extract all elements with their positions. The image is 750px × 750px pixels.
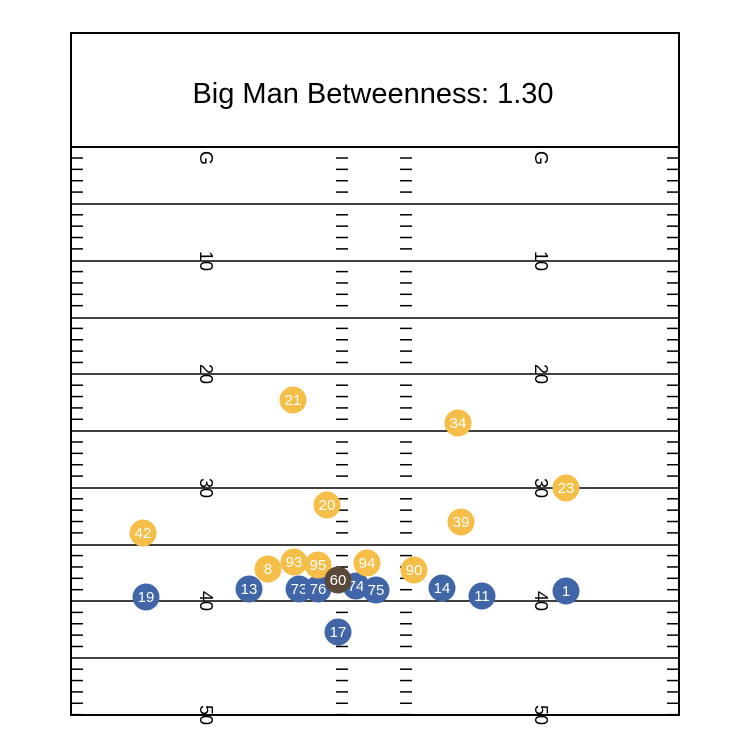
player-marker xyxy=(285,575,313,603)
player-number-label: 39 xyxy=(453,514,470,531)
player-marker xyxy=(280,548,308,576)
player-number-label: 60 xyxy=(330,572,347,589)
defense-player-21: 21 xyxy=(279,386,307,414)
defense-player-39: 39 xyxy=(447,508,475,536)
player-number-label: 95 xyxy=(310,557,327,574)
player-marker xyxy=(468,582,496,610)
player-number-label: 11 xyxy=(474,588,490,605)
player-number-label: 21 xyxy=(285,392,302,409)
player-marker xyxy=(313,491,341,519)
yard-number-20-right: 20 xyxy=(531,364,551,384)
defense-player-93: 93 xyxy=(280,548,308,576)
player-number-label: 75 xyxy=(368,582,385,599)
yard-number-40-left: 40 xyxy=(196,591,216,611)
offense-player-14: 14 xyxy=(428,574,456,602)
player-marker xyxy=(235,575,263,603)
offense-player-13: 13 xyxy=(235,575,263,603)
offense-player-19: 19 xyxy=(132,583,160,611)
player-marker xyxy=(444,409,472,437)
player-number-label: 94 xyxy=(359,555,376,572)
yard-number-10-left: 10 xyxy=(196,251,216,271)
player-marker xyxy=(132,583,160,611)
yard-number-30-left: 30 xyxy=(196,478,216,498)
player-marker xyxy=(324,566,352,594)
ball-player-60: 60 xyxy=(324,566,352,594)
hash-marks xyxy=(71,157,679,716)
defense-player-95: 95 xyxy=(304,551,332,579)
player-number-label: 20 xyxy=(319,497,336,514)
player-number-label: 23 xyxy=(558,480,575,497)
player-number-label: 76 xyxy=(310,581,327,598)
player-number-label: 34 xyxy=(450,415,467,432)
yard-numbers: G G 10 10 20 20 30 30 40 40 50 50 xyxy=(196,151,551,725)
offense-player-75: 75 xyxy=(362,576,390,604)
player-number-label: 8 xyxy=(264,561,272,578)
yard-number-G-right: G xyxy=(531,151,551,165)
player-marker xyxy=(362,576,390,604)
yard-number-G-left: G xyxy=(196,151,216,165)
yard-number-10-right: 10 xyxy=(531,251,551,271)
plot-title: Big Man Betweenness: 1.30 xyxy=(192,78,553,110)
player-number-label: 93 xyxy=(286,554,303,571)
player-number-label: 1 xyxy=(562,583,570,600)
player-marker xyxy=(304,551,332,579)
player-marker xyxy=(447,508,475,536)
player-marker xyxy=(324,618,352,646)
player-number-label: 13 xyxy=(241,581,258,598)
offense-player-11: 11 xyxy=(468,582,496,610)
player-marker xyxy=(254,555,282,583)
player-number-label: 90 xyxy=(406,562,423,579)
yard-number-40-right: 40 xyxy=(531,591,551,611)
player-marker xyxy=(353,549,381,577)
defense-player-23: 23 xyxy=(552,474,580,502)
defense-player-42: 42 xyxy=(129,519,157,547)
defense-player-20: 20 xyxy=(313,491,341,519)
player-marker xyxy=(552,474,580,502)
player-marker xyxy=(428,574,456,602)
player-number-label: 73 xyxy=(291,581,308,598)
offense-player-73: 73 xyxy=(285,575,313,603)
player-marker xyxy=(129,519,157,547)
defense-player-90: 90 xyxy=(400,556,428,584)
player-number-label: 74 xyxy=(348,578,365,595)
player-marker xyxy=(552,577,580,605)
player-marker xyxy=(279,386,307,414)
defense-player-94: 94 xyxy=(353,549,381,577)
yard-number-20-left: 20 xyxy=(196,364,216,384)
yard-number-50-left: 50 xyxy=(196,705,216,725)
offense-player-17: 17 xyxy=(324,618,352,646)
player-number-label: 17 xyxy=(330,624,347,641)
player-number-label: 14 xyxy=(434,580,451,597)
offense-player-1: 1 xyxy=(552,577,580,605)
defense-player-34: 34 xyxy=(444,409,472,437)
player-number-label: 42 xyxy=(135,525,152,542)
defense-player-8: 8 xyxy=(254,555,282,583)
player-number-label: 19 xyxy=(138,589,155,606)
player-marker xyxy=(400,556,428,584)
title-box xyxy=(70,32,680,148)
yard-number-30-right: 30 xyxy=(531,478,551,498)
yard-number-50-right: 50 xyxy=(531,705,551,725)
